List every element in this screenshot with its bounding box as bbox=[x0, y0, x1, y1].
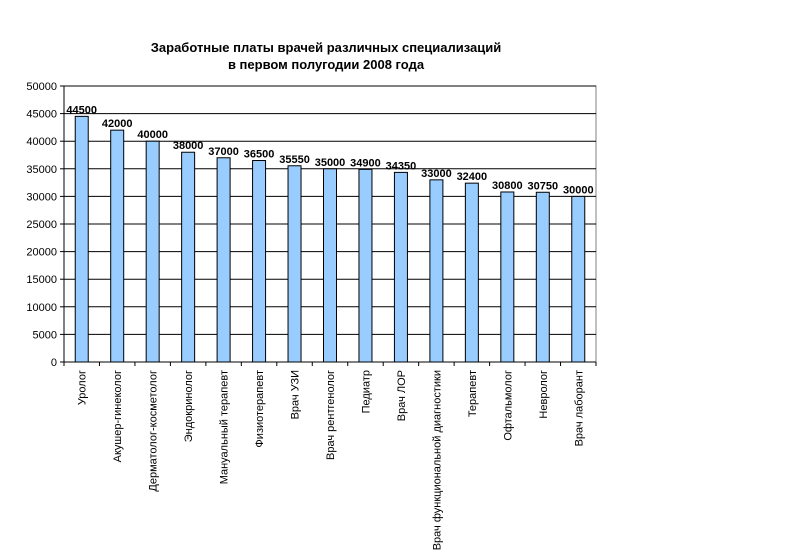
y-tick-label: 10000 bbox=[26, 302, 57, 314]
category-label: Врач лаборант bbox=[573, 370, 585, 446]
bar bbox=[429, 179, 444, 363]
bar bbox=[571, 195, 586, 363]
category-label: Врач УЗИ bbox=[290, 370, 302, 419]
category-label: Дерматолог-косметолог bbox=[148, 370, 160, 492]
data-label: 44500 bbox=[66, 104, 97, 116]
category-label: Физиотерапевт bbox=[254, 370, 266, 448]
bar bbox=[323, 168, 337, 363]
y-tick-label: 5000 bbox=[33, 329, 57, 341]
category-label: Уролог bbox=[77, 370, 89, 405]
category-label: Эндокринолог bbox=[183, 370, 195, 442]
data-label: 40000 bbox=[137, 129, 168, 141]
y-tick-label: 20000 bbox=[26, 247, 57, 259]
data-label: 37000 bbox=[208, 146, 239, 158]
data-label: 42000 bbox=[102, 118, 133, 130]
data-label: 30000 bbox=[563, 184, 594, 196]
data-label: 34350 bbox=[386, 160, 417, 172]
category-label: Мануальный терапевт bbox=[219, 370, 231, 484]
y-tick-label: 45000 bbox=[26, 109, 57, 121]
bar bbox=[358, 168, 373, 363]
data-label: 38000 bbox=[173, 140, 204, 152]
bar bbox=[464, 182, 479, 363]
y-tick-label: 25000 bbox=[26, 219, 57, 231]
category-label: Офтальмолог bbox=[502, 370, 514, 441]
category-label: Невролог bbox=[538, 370, 550, 419]
plot-area: 0 5000 10000 15000 20000 25000 30000 35000 40000… bbox=[26, 81, 597, 550]
data-label: 33000 bbox=[421, 168, 452, 180]
bar bbox=[145, 140, 160, 363]
data-label: 34900 bbox=[350, 157, 381, 169]
category-label: Акушер-гинеколог bbox=[112, 370, 124, 462]
y-tick-label: 35000 bbox=[26, 164, 57, 176]
y-tick-label: 0 bbox=[51, 357, 57, 369]
chart-title-line-1: Заработные платы врачей различных специа… bbox=[151, 40, 501, 55]
y-tick-label: 30000 bbox=[26, 191, 57, 203]
bar bbox=[252, 160, 267, 363]
data-label: 35550 bbox=[279, 154, 310, 166]
bar bbox=[535, 191, 550, 363]
bar bbox=[216, 157, 231, 363]
data-label: 30750 bbox=[528, 180, 559, 192]
category-label: Терапевт bbox=[467, 370, 479, 417]
bar bbox=[500, 191, 515, 363]
bar bbox=[74, 115, 89, 363]
y-tick-label: 15000 bbox=[26, 274, 57, 286]
data-label: 36500 bbox=[244, 149, 275, 161]
category-label: Врач ЛОР bbox=[396, 370, 408, 421]
bar bbox=[287, 165, 302, 363]
bar bbox=[181, 151, 196, 363]
bar bbox=[393, 171, 408, 363]
data-label: 35000 bbox=[315, 157, 346, 169]
data-label: 30800 bbox=[492, 180, 523, 192]
category-label: Педиатр bbox=[360, 370, 372, 413]
bar bbox=[110, 129, 125, 363]
chart-title-line-2: в первом полугодии 2008 года bbox=[228, 57, 425, 72]
y-tick-label: 40000 bbox=[26, 136, 57, 148]
data-label: 32400 bbox=[457, 171, 488, 183]
category-label: Врач рентгенолог bbox=[325, 370, 337, 460]
category-label: Врач функциональной диагностики bbox=[431, 370, 443, 550]
y-tick-label: 50000 bbox=[26, 81, 57, 93]
